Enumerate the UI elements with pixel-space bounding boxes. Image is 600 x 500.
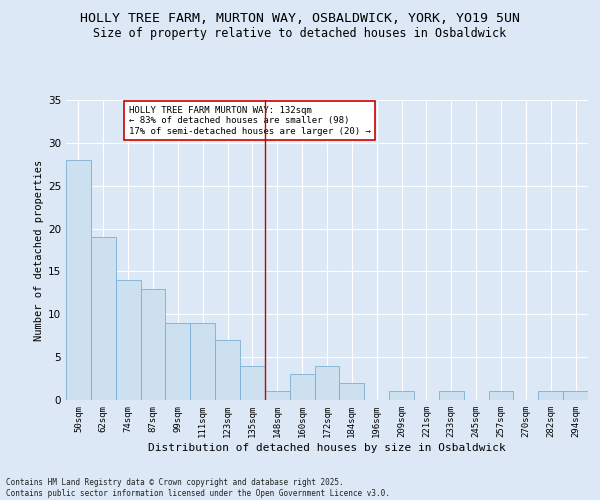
- Y-axis label: Number of detached properties: Number of detached properties: [34, 160, 44, 340]
- Bar: [488, 392, 514, 400]
- Bar: [140, 288, 166, 400]
- Bar: [215, 340, 240, 400]
- Bar: [166, 323, 190, 400]
- Bar: [265, 392, 290, 400]
- Bar: [340, 383, 364, 400]
- Bar: [190, 323, 215, 400]
- Bar: [314, 366, 340, 400]
- Bar: [91, 237, 116, 400]
- Bar: [439, 392, 464, 400]
- X-axis label: Distribution of detached houses by size in Osbaldwick: Distribution of detached houses by size …: [148, 442, 506, 452]
- Bar: [290, 374, 314, 400]
- Text: Contains HM Land Registry data © Crown copyright and database right 2025.
Contai: Contains HM Land Registry data © Crown c…: [6, 478, 390, 498]
- Text: Size of property relative to detached houses in Osbaldwick: Size of property relative to detached ho…: [94, 28, 506, 40]
- Bar: [240, 366, 265, 400]
- Text: HOLLY TREE FARM, MURTON WAY, OSBALDWICK, YORK, YO19 5UN: HOLLY TREE FARM, MURTON WAY, OSBALDWICK,…: [80, 12, 520, 26]
- Bar: [389, 392, 414, 400]
- Bar: [116, 280, 140, 400]
- Text: HOLLY TREE FARM MURTON WAY: 132sqm
← 83% of detached houses are smaller (98)
17%: HOLLY TREE FARM MURTON WAY: 132sqm ← 83%…: [128, 106, 371, 136]
- Bar: [563, 392, 588, 400]
- Bar: [538, 392, 563, 400]
- Bar: [66, 160, 91, 400]
